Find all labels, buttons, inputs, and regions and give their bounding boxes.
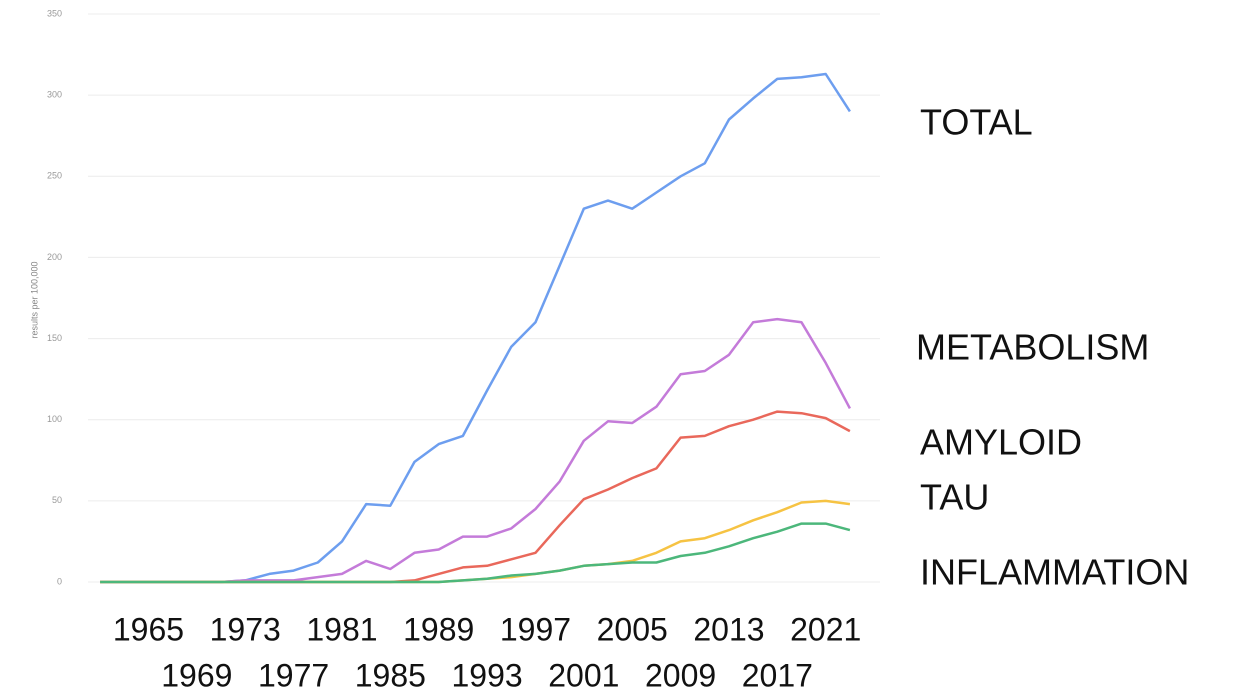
- x-tick-label: 1973: [210, 611, 281, 647]
- x-tick-label: 1977: [258, 657, 329, 693]
- series-label: TOTAL: [920, 102, 1033, 143]
- x-tick-label: 1981: [306, 611, 377, 647]
- y-tick-label: 150: [47, 333, 62, 343]
- y-tick-label: 350: [47, 8, 62, 18]
- y-tick-label: 100: [47, 414, 62, 424]
- x-tick-label: 2017: [742, 657, 813, 693]
- series-label: INFLAMMATION: [920, 552, 1189, 593]
- x-tick-label: 1993: [452, 657, 523, 693]
- x-tick-label: 2009: [645, 657, 716, 693]
- series-line: [100, 410, 851, 584]
- series-line: [100, 499, 851, 584]
- x-tick-label: 1969: [161, 657, 232, 693]
- series-label: TAU: [920, 477, 989, 518]
- x-tick-label: 2021: [790, 611, 861, 647]
- y-tick-label: 0: [57, 576, 62, 586]
- x-tick-label: 1965: [113, 611, 184, 647]
- x-tick-label: 1989: [403, 611, 474, 647]
- y-tick-label: 50: [52, 495, 62, 505]
- x-tick-label: 2005: [597, 611, 668, 647]
- series-label: METABOLISM: [916, 327, 1149, 368]
- series-line: [100, 522, 851, 584]
- series-label: AMYLOID: [920, 422, 1082, 463]
- y-axis-label: results per 100,000: [29, 261, 39, 338]
- y-tick-label: 200: [47, 252, 62, 262]
- x-tick-label: 2013: [693, 611, 764, 647]
- series-line: [100, 72, 851, 584]
- y-tick-label: 250: [47, 171, 62, 181]
- x-tick-label: 1985: [355, 657, 426, 693]
- x-tick-label: 1997: [500, 611, 571, 647]
- y-tick-label: 300: [47, 90, 62, 100]
- x-tick-label: 2001: [548, 657, 619, 693]
